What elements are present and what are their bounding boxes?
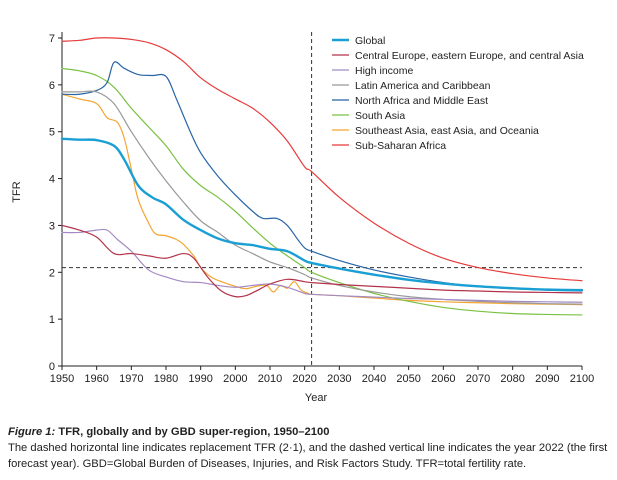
y-tick-label: 7 [49,33,55,45]
x-tick-label: 2060 [431,373,455,385]
y-axis-title: TFR [11,181,23,202]
x-tick-label: 1990 [188,373,212,385]
series-line-central-europe-eastern-europe-and-central-asia [61,224,583,298]
x-tick-label: 2000 [223,373,247,385]
series-lines [60,37,584,316]
y-tick-label: 5 [49,127,55,139]
series-line-north-africa-and-middle-east [61,61,583,292]
x-tick-label: 2080 [500,373,524,385]
y-tick-label: 1 [49,314,55,326]
series-line-high-income [61,228,583,303]
x-axis-title: Year [305,392,328,404]
x-tick-label: 1970 [119,373,143,385]
caption-title-text: TFR, globally and by GBD super-region, 1… [55,426,330,438]
x-tick-label: 2040 [362,373,386,385]
series-line-southeast-asia-east-asia-and-oceania [61,93,583,306]
legend: Global Central Europe, eastern Europe, an… [332,35,584,152]
x-tick-label: 2020 [292,373,316,385]
figure-caption: Figure 1: TFR, globally and by GBD super… [8,424,608,472]
chart-plot-area: 1950 1960 1970 1980 1990 2000 2010 2020 2030 2040… [11,32,594,404]
y-tick-label: 6 [49,80,55,92]
x-tick-label: 2090 [535,373,559,385]
series-line-sub-saharan-africa [61,37,583,282]
y-tick-label: 2 [49,267,55,279]
legend-label: Sub-Saharan Africa [355,140,446,152]
caption-title: Figure 1: TFR, globally and by GBD super… [8,424,608,440]
x-tick-label: 2010 [258,373,282,385]
reference-lines [62,32,582,366]
legend-label: High income [355,65,414,77]
legend-label: Southeast Asia, east Asia, and Oceania [355,125,539,137]
x-tick-label: 2050 [396,373,420,385]
legend-label: Latin America and Caribbean [355,80,491,92]
x-tick-label: 2100 [570,373,594,385]
y-tick-label: 4 [49,174,55,186]
legend-label: Central Europe, eastern Europe, and cent… [355,50,584,62]
axes: 1950 1960 1970 1980 1990 2000 2010 2020 2030 2040… [49,32,594,385]
legend-label: North Africa and Middle East [355,95,488,107]
legend-label: South Asia [355,110,405,122]
legend-label: Global [355,35,385,47]
y-tick-label: 3 [49,220,55,232]
x-tick-label: 1980 [154,373,178,385]
x-tick-label: 2030 [327,373,351,385]
series-line-global [60,137,584,292]
x-tick-label: 1960 [84,373,108,385]
x-tick-label: 1950 [50,373,74,385]
x-tick-label: 2070 [466,373,490,385]
tfr-line-chart: 1950 1960 1970 1980 1990 2000 2010 2020 2030 2040… [11,32,594,404]
series-line-south-asia [61,67,583,316]
figure-label: Figure 1: [8,426,56,438]
caption-text: The dashed horizontal line indicates rep… [8,442,608,470]
y-tick-label: 0 [49,361,55,373]
